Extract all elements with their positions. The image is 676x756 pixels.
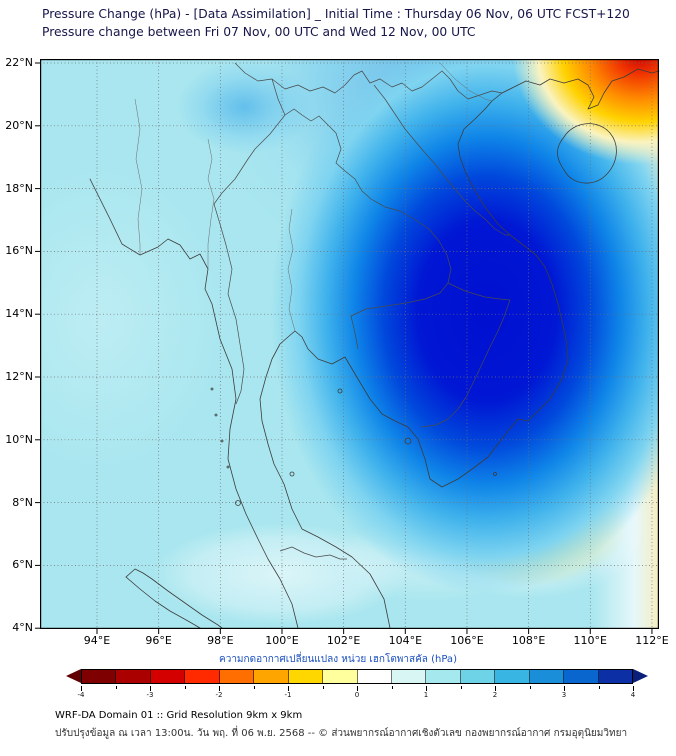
colorbar — [66, 669, 648, 684]
island-phu-quoc — [404, 437, 412, 445]
colorbar-tick-label: -2 — [215, 691, 223, 699]
lat-tick-label: 14°N — [5, 307, 33, 321]
colorbar-segment — [323, 670, 358, 683]
lon-tick-label: 102°E — [326, 634, 361, 647]
island-andaman-1 — [210, 387, 214, 391]
island-con-dao — [493, 472, 497, 476]
border-thailand-laos-cambodia — [284, 108, 452, 350]
river-red — [439, 62, 493, 102]
coast-south-china — [525, 68, 660, 110]
footer-domain-info: WRF-DA Domain 01 :: Grid Resolution 9km … — [55, 710, 303, 721]
island-ko-chang — [337, 388, 343, 394]
island-andaman-2 — [214, 413, 218, 417]
island-andaman-4 — [226, 465, 230, 469]
colorbar-segment — [495, 670, 530, 683]
border-myanmar-laos — [271, 78, 286, 116]
lon-tick-label: 106°E — [450, 634, 484, 647]
lat-tick-label: 8°N — [12, 495, 33, 509]
colorbar-segment — [254, 670, 289, 683]
map-frame — [40, 59, 659, 629]
country-borders — [213, 62, 515, 560]
colorbar-tick-label: -4 — [77, 691, 85, 699]
colorbar-tick-label: 0 — [354, 691, 360, 699]
colorbar-segment — [288, 670, 324, 683]
river-salween — [207, 138, 215, 269]
island-phuket — [235, 500, 241, 506]
lat-tick-label: 4°N — [12, 621, 33, 635]
map-plot: 22°N 20°N 18°N 16°N 14°N 12°N 10°N 8°N 6°N 4°N 94… — [5, 56, 668, 647]
lon-tick-label: 108°E — [511, 634, 546, 647]
colorbar-segment — [529, 670, 565, 683]
colorbar-segment — [564, 670, 599, 683]
chart-header: Pressure Change (hPa) - [Data Assimilati… — [42, 5, 630, 41]
footer-update-info: ปรับปรุงข้อมูล ณ เวลา 13:00น. วัน พฤ. ที… — [55, 728, 628, 739]
colorbar-segment — [185, 670, 220, 683]
coast-sumatra-west — [125, 568, 223, 629]
lat-tick-label: 22°N — [5, 56, 33, 69]
colorbar-tick-label: 3 — [561, 691, 567, 699]
colorbar-tick-label: 4 — [630, 691, 636, 699]
lat-tick-label: 6°N — [12, 558, 33, 572]
lon-tick-label: 104°E — [388, 634, 423, 647]
colorbar-ticks: -4 -3 -2 -1 0 1 2 3 4 — [77, 686, 636, 702]
colorbar-tick-label: 1 — [423, 691, 429, 699]
colorbar-segment — [460, 670, 496, 683]
lat-tick-label: 10°N — [5, 432, 33, 446]
lon-tick-label: 112°E — [635, 634, 669, 647]
pressure-field-heatmap — [40, 59, 659, 629]
border-cambodia-vietnam — [420, 282, 511, 428]
river-chao-phraya — [287, 208, 296, 332]
lon-tick-label: 94°E — [83, 634, 111, 647]
islands — [210, 387, 497, 506]
colorbar-tick-label: 2 — [492, 691, 498, 699]
coast-gulf-vietnam-east — [259, 80, 569, 629]
colorbar-segment — [150, 670, 186, 683]
colorbar-strip — [81, 669, 633, 684]
colorbar-segment — [357, 670, 392, 683]
lon-tick-label: 96°E — [145, 634, 172, 647]
lat-tick-label: 18°N — [5, 181, 33, 195]
colorbar-label: ความกดอากาศเปลี่ยนแปลง หน่วย เฮกโตพาสคัล… — [219, 654, 457, 665]
chart-title-line1: Pressure Change (hPa) - [Data Assimilati… — [42, 7, 630, 21]
river-irrawaddy — [134, 98, 143, 255]
colorbar-segment — [116, 670, 151, 683]
colorbar-right-arrow-icon — [633, 669, 648, 683]
map-svg — [35, 59, 660, 634]
colorbar-tick-label: -3 — [146, 691, 154, 699]
lon-tick-label: 100°E — [265, 634, 299, 647]
colorbar-segment — [82, 670, 117, 683]
grid-lines — [35, 59, 659, 634]
border-myanmar-thailand — [213, 114, 286, 405]
lon-tick-label: 98°E — [207, 634, 234, 647]
colorbar-left-arrow-icon — [66, 669, 81, 683]
lat-tick-label: 16°N — [5, 244, 33, 258]
lon-tick-label: 110°E — [573, 634, 607, 647]
colorbar-tick-label: -1 — [284, 691, 292, 699]
border-thailand-malaysia — [279, 546, 347, 560]
colorbar-segment — [219, 670, 255, 683]
lat-tick-label: 20°N — [5, 118, 33, 132]
colorbar-segment — [426, 670, 461, 683]
rivers — [134, 62, 493, 332]
coastlines — [89, 68, 660, 629]
coast-sumatra-east — [125, 576, 201, 629]
coast-hainan-island — [557, 123, 617, 184]
island-andaman-3 — [220, 439, 224, 443]
island-ko-samui — [289, 471, 295, 477]
colorbar-segment — [598, 670, 632, 683]
lat-tick-label: 12°N — [5, 370, 33, 383]
border-china-south — [234, 62, 515, 100]
coast-myanmar-thai-west — [89, 178, 299, 629]
chart-title-line2: Pressure change between Fri 07 Nov, 00 U… — [42, 25, 476, 39]
colorbar-segment — [391, 670, 427, 683]
border-laos-vietnam — [373, 84, 510, 236]
